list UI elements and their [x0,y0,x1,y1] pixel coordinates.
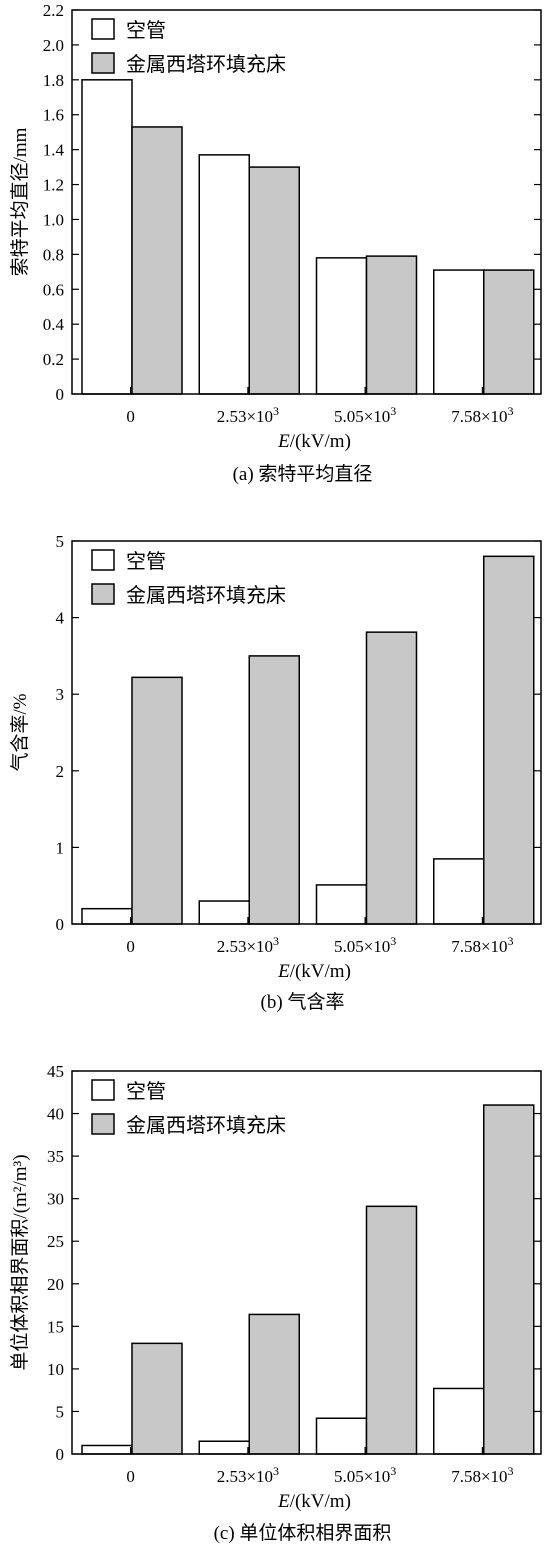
y-tick-label: 0.6 [43,280,64,299]
y-tick-label: 15 [47,1317,64,1336]
y-tick-label: 5 [56,1402,65,1421]
x-axis-label: E/(kV/m) [277,431,351,452]
y-tick-label: 0.8 [43,245,64,264]
y-tick-label: 0 [56,1445,65,1464]
legend-label-packed: 金属西塔环填充床 [126,53,286,76]
legend-label-empty: 空管 [126,550,166,573]
bar-packed-2 [365,631,418,925]
bar-packed-0 [131,126,183,395]
x-tick-label: 7.58×103 [451,934,513,956]
y-tick-label: 45 [47,1062,64,1081]
y-axis-label: 气含率/% [9,693,31,771]
y-tick-label: 30 [47,1190,64,1209]
bar-empty-3 [433,858,485,925]
y-axis-label: 索特平均直径/mm [9,127,31,276]
bar-packed-2 [365,1205,418,1455]
x-tick-label: 5.05×103 [334,1464,396,1486]
bar-empty-2 [315,1417,368,1455]
x-tick-label: 0 [126,407,135,426]
y-tick-label: 0.2 [43,350,64,369]
legend-label-empty: 空管 [126,1080,166,1103]
bar-packed-1 [248,166,300,395]
x-tick-label: 7.58×103 [451,404,513,426]
bar-packed-3 [483,269,535,395]
x-axis-label: E/(kV/m) [277,961,351,982]
x-tick-label: 0 [126,1467,135,1486]
chart-caption: (c) 单位体积相界面积 [214,1522,392,1544]
y-tick-label: 2.0 [43,36,64,55]
bar-empty-0 [81,907,133,925]
x-tick-label: 2.53×103 [217,404,279,426]
y-tick-label: 1.0 [43,210,64,229]
bar-empty-3 [433,1387,485,1455]
bar-empty-3 [433,269,485,395]
y-tick-label: 0.4 [43,315,65,334]
chart-panel-1: 0 0.2 0.4 0.6 0.8 1.0 1.2 1.4 1.6 1.8 2.0 2.2 0 2.53×… [9,1,542,485]
bar-packed-0 [131,1342,183,1455]
bar-empty-1 [198,900,250,925]
legend-label-packed: 金属西塔环填充床 [126,584,286,607]
y-tick-label: 1.8 [43,71,64,90]
y-tick-label: 1.4 [43,141,65,160]
bar-packed-1 [248,655,300,925]
y-tick-label: 2 [56,762,65,781]
bar-empty-1 [198,154,250,395]
bar-empty-2 [315,884,368,925]
bar-empty-2 [315,257,368,395]
plot-frame [71,1070,542,1455]
bar-empty-0 [81,1444,133,1455]
y-tick-label: 3 [56,685,65,704]
y-tick-label: 2.2 [43,1,64,20]
legend-swatch-empty [91,18,115,40]
legend-label-empty: 空管 [126,19,166,42]
y-tick-label: 5 [56,532,65,551]
chart-caption: (a) 索特平均直径 [233,463,373,485]
legend-swatch-packed [91,583,115,605]
x-tick-label: 7.58×103 [451,1464,513,1486]
chart-panel-3: 0 5 10 15 20 25 30 35 40 45 0 2.53×103 5.05×103 7.58×… [9,1062,542,1544]
x-tick-label: 0 [126,937,135,956]
y-tick-label: 1.2 [43,176,64,195]
legend-swatch-packed [91,1113,115,1135]
bar-packed-1 [248,1313,300,1455]
x-tick-label: 5.05×103 [334,934,396,956]
y-tick-label: 40 [47,1105,64,1124]
bar-packed-3 [483,1104,535,1455]
y-tick-label: 0 [56,385,65,404]
legend-swatch-empty [91,1079,115,1101]
x-tick-label: 2.53×103 [217,1464,279,1486]
x-tick-label: 5.05×103 [334,404,396,426]
chart-caption: (b) 气含率 [261,991,345,1013]
x-tick-label: 2.53×103 [217,934,279,956]
x-axis-label: E/(kV/m) [277,1491,351,1512]
bar-packed-0 [131,676,183,925]
bar-empty-1 [198,1440,250,1455]
legend-swatch-packed [91,52,115,74]
y-tick-label: 4 [56,609,65,628]
y-tick-label: 10 [47,1360,64,1379]
y-tick-label: 0 [56,915,65,934]
bar-packed-2 [365,255,418,395]
y-tick-label: 1.6 [43,106,64,125]
y-axis-label: 单位体积相界面积/(m²/m³) [9,1154,31,1370]
bar-packed-3 [483,555,535,925]
legend-swatch-empty [91,549,115,571]
y-tick-label: 35 [47,1147,64,1166]
plot-frame [71,9,542,395]
chart-panel-2: 0 1 2 3 4 5 0 2.53×103 5.05×103 7.58×103 E/(kV/m) 气… [9,532,542,1013]
y-tick-label: 20 [47,1275,64,1294]
bar-empty-0 [81,79,133,395]
y-tick-label: 1 [56,838,65,857]
plot-frame [71,540,542,925]
legend-label-packed: 金属西塔环填充床 [126,1114,286,1137]
y-tick-label: 25 [47,1232,64,1251]
